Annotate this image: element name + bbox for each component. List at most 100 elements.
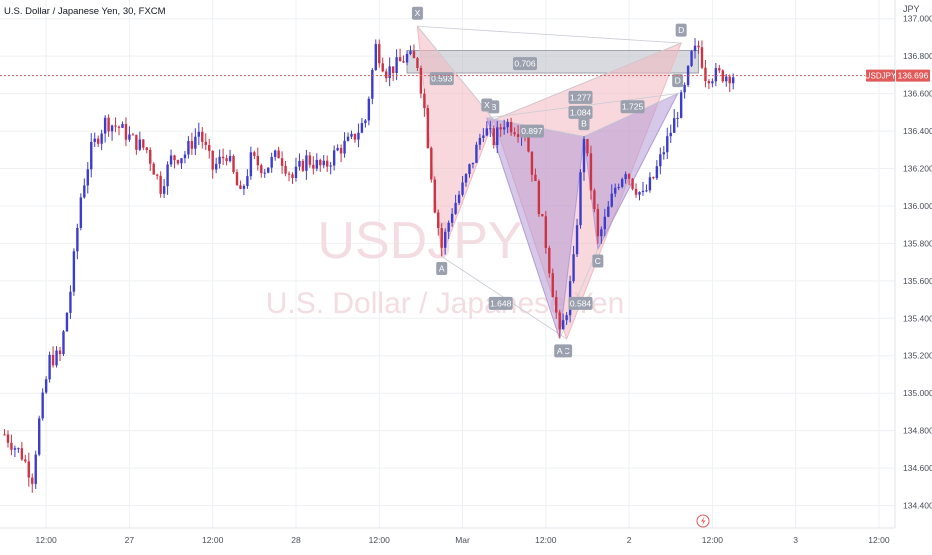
candle-body [679,92,683,118]
candle-body [374,44,377,70]
candle-body [530,151,534,175]
candle-body [155,174,159,176]
candle-body [378,44,381,64]
pattern-point-label: B [581,119,587,129]
pattern-ratio-label-box [568,105,593,119]
candle-body [586,139,589,154]
candle-body [44,379,48,393]
symbol-badge [866,69,895,82]
candle-body [208,144,211,151]
candle-body [426,108,430,148]
pattern-ratio-line [583,93,678,138]
candle-body [409,51,412,54]
candle-body [468,164,471,175]
candle-body [416,58,419,68]
candle-body [582,139,586,173]
candle-body [13,448,17,450]
candle-body [214,163,218,170]
symbol-title[interactable]: U.S. Dollar / Japanese Yen, 30, FXCM [4,6,166,17]
candle-body [669,132,672,137]
candle-body [634,188,638,195]
candle-body [589,153,593,191]
candle-body [86,169,89,186]
candle-body [423,93,426,109]
last-price-badges: USDJPY 136.696 [865,69,930,82]
candle-body [593,190,596,210]
candle-body [357,132,360,140]
pattern-ratio-label: 0.897 [521,126,543,136]
candle-body [631,178,634,189]
candle-body [721,70,724,82]
candle-body [572,254,575,282]
candle-body [267,167,270,173]
candle-body [10,442,13,450]
candle-body [440,228,443,248]
candle-body [93,138,96,142]
candle-body [697,45,700,48]
candle-body [350,133,353,137]
candle-body [461,182,464,195]
candle-body [149,149,152,164]
pattern-ratio-label-box [620,100,645,114]
candles [3,38,735,493]
candle-body [607,206,610,217]
candle-body [336,147,339,151]
candle-body [201,131,204,142]
candle-body [114,125,117,127]
candle-body [142,139,145,148]
candle-body [492,128,495,145]
harmonic-patterns[interactable] [416,24,683,341]
price-axis[interactable]: JPY 137.000136.800136.600136.400136.2001… [894,0,932,528]
candle-body [62,331,65,355]
candle-body [534,174,537,182]
candle-body [319,159,322,166]
candle-body [676,117,679,119]
price-tick-label: 135.600 [903,276,932,286]
candle-body [641,190,645,193]
candle-body [100,133,103,144]
time-tick-label: 12:00 [535,535,557,545]
pattern-point-label-box [592,254,604,268]
candle-body [38,418,41,455]
candle-body [41,392,44,419]
candle-body [485,128,489,136]
candle-body [398,57,402,62]
candle-body [652,177,655,179]
price-badge-label: 136.696 [898,71,929,81]
time-tick-label: 12:00 [202,535,224,545]
candle-body [475,144,478,163]
candle-body [197,131,201,137]
candle-body [603,216,607,230]
pattern-ratio-line [417,25,682,44]
candle-body [173,155,176,161]
pattern-point-label: C [595,256,601,266]
candle-body [732,77,735,84]
pattern-point-label: C [564,346,570,356]
candle-body [544,216,548,249]
candle-body [443,231,447,248]
candle-body [221,156,225,159]
candle-body [364,120,367,124]
candle-body [728,76,731,84]
candle-body [395,57,398,74]
candle-body [27,461,30,478]
candle-body [537,181,541,215]
candle-body [579,172,582,226]
candle-body [457,194,461,203]
pattern-point-label-box [672,74,684,88]
time-axis[interactable]: 12:00 27 12:00 28 12:00 Mar 12:00 2 12:00 3 12:00 [0,527,895,545]
candle-body [121,123,124,128]
replay-icon[interactable] [696,514,710,528]
candle-body [489,128,492,130]
price-tick-label: 134.400 [903,501,932,511]
candle-body [471,162,475,165]
candle-body [433,179,436,213]
candle-body [6,434,10,443]
candle-body [454,202,457,214]
price-tick-label: 136.600 [903,89,932,99]
candle-body [666,136,669,153]
candle-body [655,166,659,179]
candle-body [76,227,79,252]
